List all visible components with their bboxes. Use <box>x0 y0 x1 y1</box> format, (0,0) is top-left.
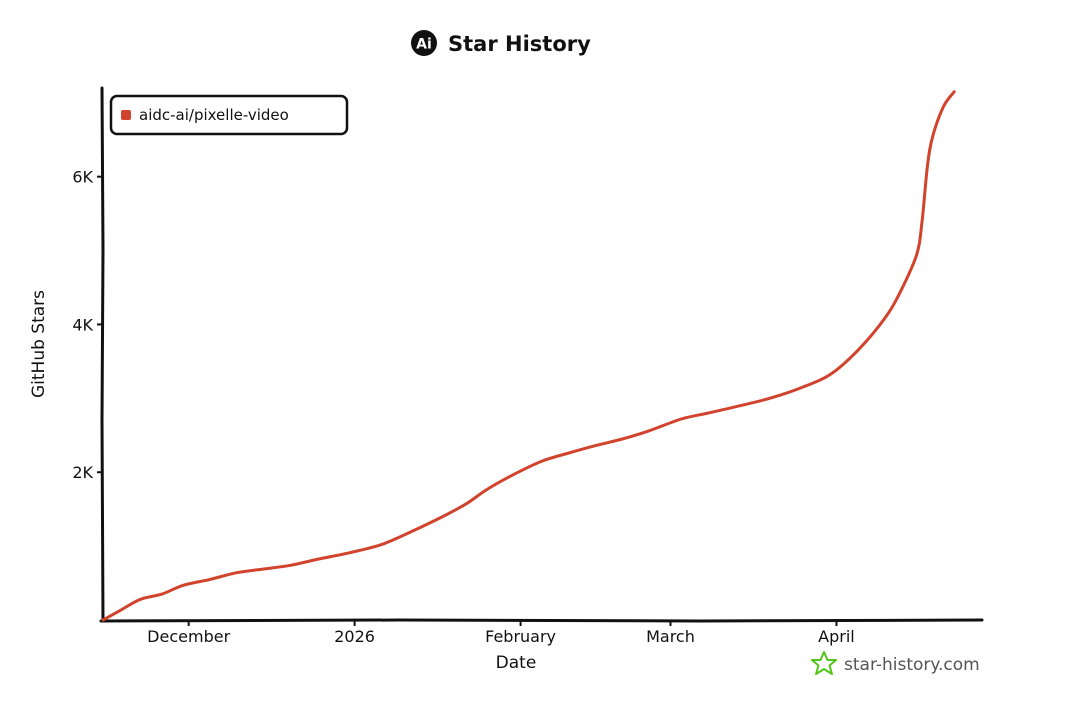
x-axis-line <box>99 618 984 623</box>
ai-logo-icon: Ai <box>411 30 437 56</box>
y-tick-label: 4K <box>72 315 93 334</box>
x-tick-label: March <box>646 627 695 646</box>
chart-title-text: Star History <box>448 32 591 56</box>
x-tick-label: 2026 <box>334 627 375 646</box>
y-tick-label: 2K <box>72 463 93 482</box>
legend-swatch <box>121 110 131 120</box>
chart-title: Ai Star History <box>411 30 591 56</box>
x-axis-label: Date <box>496 653 537 673</box>
y-axis-ticks: 2K 4K 6K <box>72 168 103 482</box>
series-layer <box>101 90 956 622</box>
legend: aidc-ai/pixelle-video <box>109 94 349 136</box>
series-line-0 <box>101 90 956 622</box>
logo-glyph: Ai <box>416 37 432 53</box>
x-tick-label: April <box>818 627 855 646</box>
x-tick-label: December <box>147 627 230 646</box>
x-tick-label: February <box>485 627 556 646</box>
y-axis-line <box>100 86 105 623</box>
star-history-logo-icon <box>811 651 837 675</box>
x-axis-ticks: December 2026 February March April <box>147 620 855 646</box>
watermark[interactable]: star-history.com <box>811 651 980 675</box>
y-axis-label: GitHub Stars <box>29 290 49 398</box>
watermark-text: star-history.com <box>844 655 980 675</box>
legend-series-label: aidc-ai/pixelle-video <box>139 106 289 124</box>
y-tick-label: 6K <box>72 168 93 187</box>
legend-box <box>109 94 349 136</box>
